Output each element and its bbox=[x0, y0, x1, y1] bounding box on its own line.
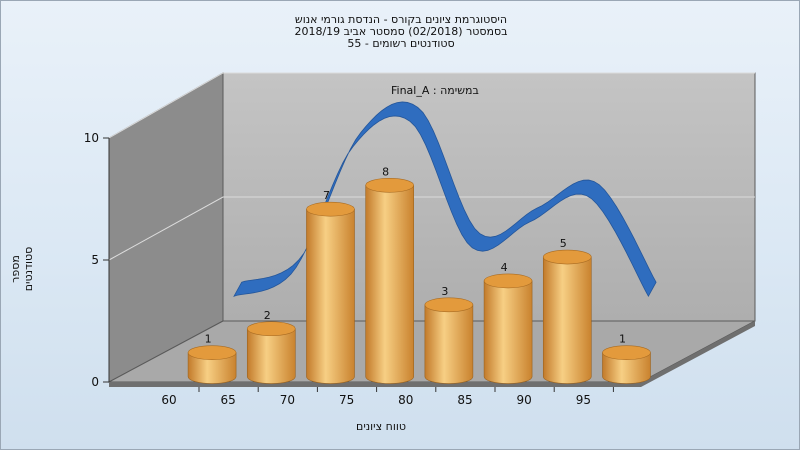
y-tick-label-0: 0 bbox=[91, 375, 99, 389]
data-label-85: 4 bbox=[501, 261, 508, 274]
chart-title-line-1: היסטוגרמת ציונים בקורס - הנדסת גורמי אנו… bbox=[294, 13, 508, 26]
data-label-80: 3 bbox=[441, 285, 448, 298]
bar-75 bbox=[365, 177, 414, 384]
bar-65 bbox=[246, 321, 296, 384]
task-annotation: Final_A : במשימה bbox=[391, 84, 479, 97]
chart-title-line-2: בסמסטר (02/2018) סמסטר אביב 2018/19 bbox=[294, 25, 508, 38]
data-label-75: 8 bbox=[382, 165, 389, 178]
curve-ribbon bbox=[233, 101, 657, 298]
data-label-65: 2 bbox=[264, 309, 271, 322]
y-tick-label-5: 5 bbox=[91, 253, 99, 267]
bar-70 bbox=[306, 201, 355, 384]
bar-95 bbox=[602, 345, 651, 384]
data-label-90: 5 bbox=[560, 237, 567, 250]
x-tick-label-85: 85 bbox=[457, 393, 472, 407]
x-tick-label-75: 75 bbox=[339, 393, 354, 407]
bar-top bbox=[306, 201, 355, 217]
data-label-95: 1 bbox=[619, 333, 626, 346]
bar-top bbox=[187, 345, 237, 360]
bar-85 bbox=[483, 273, 533, 384]
bar-body bbox=[246, 328, 296, 384]
x-tick-label-95: 95 bbox=[576, 393, 591, 407]
x-axis-label: טווח ציונים bbox=[356, 420, 406, 433]
x-tick-label-65: 65 bbox=[221, 393, 236, 407]
bar-60 bbox=[187, 345, 237, 384]
chart-title-line-3: סטודנטים רשומים - 55 bbox=[347, 37, 455, 50]
bar-top bbox=[365, 177, 414, 193]
bar-body bbox=[424, 304, 474, 384]
bar-top bbox=[542, 249, 592, 265]
distribution-curve bbox=[233, 101, 657, 298]
grid-line-10 bbox=[108, 72, 755, 139]
y-tick-label-10: 10 bbox=[84, 131, 99, 145]
data-label-70: 7 bbox=[323, 189, 330, 202]
data-label-60: 1 bbox=[205, 333, 212, 346]
y-axis-label: מספר סטודנטים bbox=[9, 246, 35, 292]
bar-body bbox=[187, 352, 237, 384]
x-tick-label-70: 70 bbox=[280, 393, 295, 407]
bar-top bbox=[602, 345, 651, 360]
grid-line-5 bbox=[108, 196, 755, 261]
x-tick-label-60: 60 bbox=[161, 393, 176, 407]
bar-body bbox=[483, 280, 533, 384]
bar-body bbox=[602, 352, 651, 384]
bar-80 bbox=[424, 297, 474, 384]
bar-top bbox=[424, 297, 474, 313]
bar-group: 1 2 7 8 3 4 5 1 bbox=[187, 165, 651, 384]
bar-top bbox=[246, 321, 296, 337]
bar-body bbox=[542, 256, 592, 384]
x-tick-label-80: 80 bbox=[398, 393, 413, 407]
grid-lines bbox=[108, 72, 755, 261]
x-tick-label-90: 90 bbox=[517, 393, 532, 407]
bar-body bbox=[365, 184, 414, 384]
bar-body bbox=[306, 208, 355, 384]
bar-top bbox=[483, 273, 533, 289]
bar-90 bbox=[542, 249, 592, 384]
